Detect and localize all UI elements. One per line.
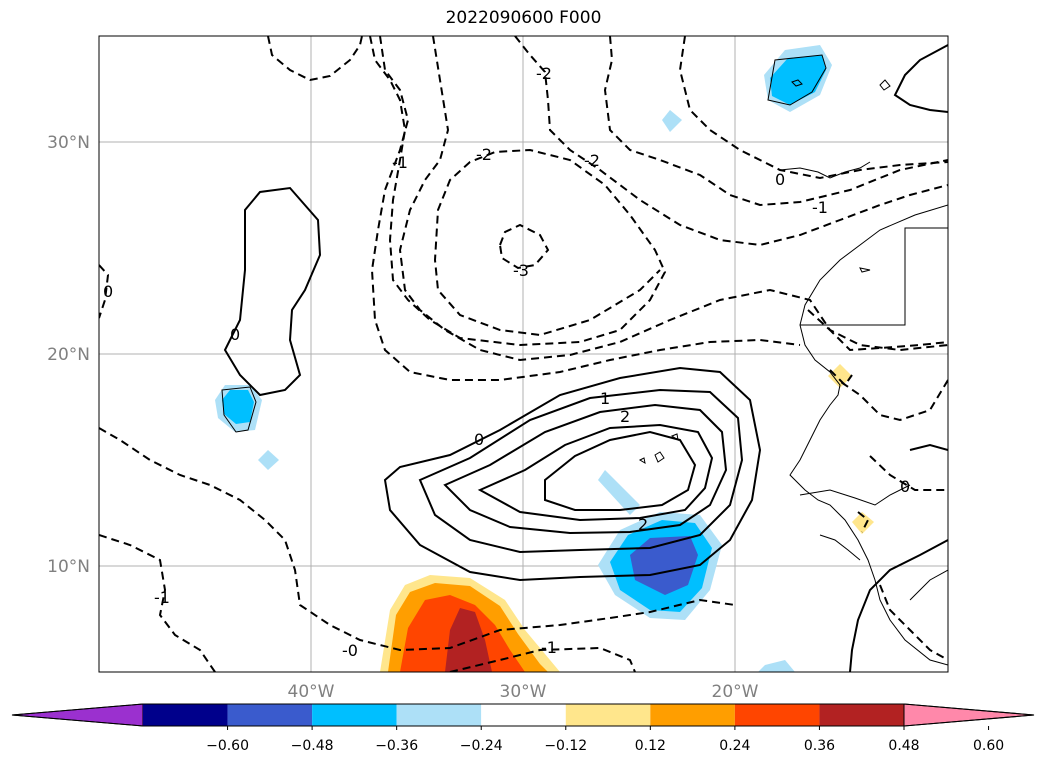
- colorbar-swatch: [650, 704, 735, 726]
- colorbar-tick-label: −0.36: [375, 738, 418, 754]
- colorbar: [11, 703, 1035, 730]
- colorbar-swatch: [481, 704, 566, 726]
- positive-anomaly-shading: [380, 364, 874, 672]
- colorbar-ticks: −0.60 −0.48 −0.36 −0.24 −0.12 0.12 0.24 0.36 0.4…: [206, 738, 1004, 754]
- gridlines: [99, 36, 948, 672]
- colorbar-swatch: [143, 704, 228, 726]
- colorbar-tick-label: −0.60: [206, 738, 249, 754]
- dashed-contours: [99, 36, 948, 672]
- contour-label: -1: [154, 588, 170, 607]
- lon-label-20w: 20°W: [712, 682, 759, 702]
- solid-contours: [223, 44, 948, 672]
- lat-label-10n: 10°N: [47, 557, 90, 577]
- contour-label: 0: [474, 430, 484, 449]
- lat-label-30n: 30°N: [47, 133, 90, 153]
- lon-label-30w: 30°W: [500, 682, 547, 702]
- contour-label: 2: [620, 407, 630, 426]
- colorbar-extend-max: [903, 703, 1035, 727]
- contour-label: 0: [103, 282, 113, 301]
- colorbar-tick-label: −0.48: [291, 738, 334, 754]
- contour-label: 2: [638, 515, 648, 534]
- contour-labels: -2 -1 -2 -3 -2 -1 0 0 0 1 2 2 0 -0 -1 -1…: [103, 64, 910, 660]
- contour-label: -0: [342, 641, 358, 660]
- negative-anomaly-shading: [215, 45, 832, 672]
- map-content: -2 -1 -2 -3 -2 -1 0 0 0 1 2 2 0 -0 -1 -1…: [99, 36, 948, 672]
- colorbar-tick-label: −0.24: [460, 738, 503, 754]
- colorbar-swatch: [734, 704, 820, 726]
- lon-label-40w: 40°W: [288, 682, 335, 702]
- colorbar-swatch: [565, 704, 651, 726]
- contour-label: 1: [600, 389, 610, 408]
- contour-label: -2: [476, 145, 492, 164]
- lat-label-20n: 20°N: [47, 345, 90, 365]
- lon-labels: 40°W 30°W 20°W: [288, 682, 759, 702]
- contour-label: 0: [900, 477, 910, 496]
- colorbar-swatch: [396, 704, 482, 726]
- colorbar-swatch: [312, 704, 397, 726]
- colorbar-tick-label: 0.12: [635, 738, 666, 754]
- lat-labels: 30°N 20°N 10°N: [47, 133, 90, 577]
- contour-label: 0: [230, 325, 240, 344]
- map-title: 2022090600 F000: [445, 8, 602, 28]
- contour-label: 0: [775, 170, 785, 189]
- contour-label: -1: [392, 153, 408, 172]
- colorbar-swatch: [227, 704, 313, 726]
- colorbar-tick-label: 0.60: [973, 738, 1004, 754]
- colorbar-tick-label: 0.48: [888, 738, 919, 754]
- contour-label: -1: [812, 198, 828, 217]
- colorbar-swatch: [819, 704, 904, 726]
- colorbar-extend-min: [11, 703, 144, 727]
- map-frame: [98, 35, 949, 673]
- colorbar-tick-label: −0.12: [544, 738, 587, 754]
- colorbar-tick-label: 0.36: [804, 738, 835, 754]
- contour-label: -3: [513, 261, 529, 280]
- contour-label: -1: [541, 638, 557, 657]
- contour-label: -2: [584, 151, 600, 170]
- colorbar-tick-label: 0.24: [719, 738, 750, 754]
- contour-label: -2: [536, 64, 552, 83]
